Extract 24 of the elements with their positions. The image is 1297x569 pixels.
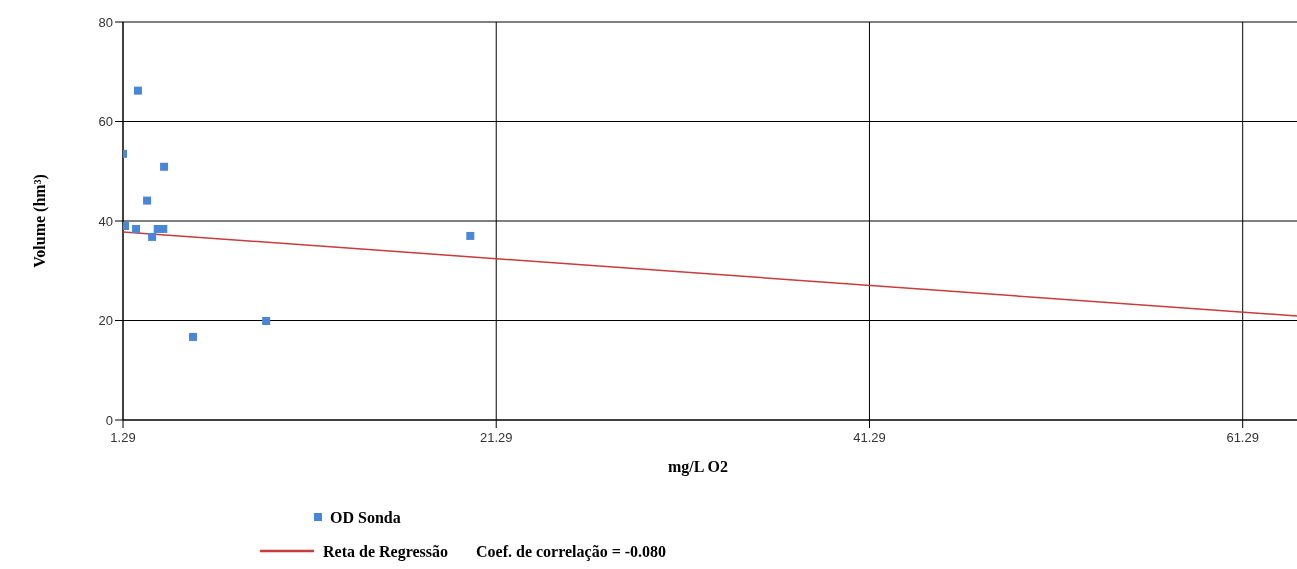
x-tick-label: 61.29 [1226, 430, 1259, 445]
point [123, 221, 130, 230]
y-tick-label: 80 [98, 14, 113, 30]
point [262, 317, 271, 325]
point [133, 86, 142, 95]
legend-label: OD Sonda [330, 508, 401, 526]
legend-label: Reta de Regressão [323, 542, 449, 561]
y-tick-label: 60 [98, 114, 113, 130]
y-axis-title: Volume (hm³) [31, 174, 49, 268]
x-tick-label: 41.29 [853, 430, 886, 445]
point [148, 232, 157, 241]
text: Coef. de correlação = -0.080 [476, 542, 667, 561]
y-tick-label: 40 [98, 213, 113, 229]
point [188, 332, 197, 341]
y-tick-label: 20 [98, 313, 113, 329]
x-tick-label: 1.29 [110, 430, 136, 445]
point [160, 162, 169, 171]
x-tick-label: 21.29 [479, 430, 513, 445]
point [132, 224, 141, 233]
x-axis-title: mg/L O2 [667, 458, 729, 476]
y-tick-label: 0 [105, 412, 113, 428]
point [143, 196, 152, 205]
point [159, 224, 168, 233]
point [466, 231, 475, 240]
